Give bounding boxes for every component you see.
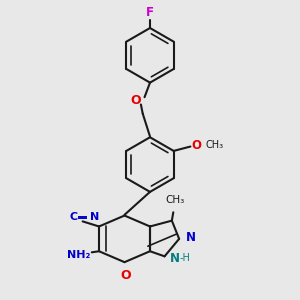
Text: NH₂: NH₂ xyxy=(67,250,90,260)
Text: O: O xyxy=(120,269,130,282)
Text: CH₃: CH₃ xyxy=(206,140,224,150)
Text: CH₃: CH₃ xyxy=(165,195,184,205)
Text: O: O xyxy=(192,139,202,152)
Text: -H: -H xyxy=(179,253,190,263)
Text: N: N xyxy=(90,212,99,222)
Text: N: N xyxy=(170,252,180,265)
Text: O: O xyxy=(130,94,141,107)
Text: N: N xyxy=(186,230,196,244)
Text: C: C xyxy=(70,212,78,222)
Text: F: F xyxy=(146,6,154,19)
